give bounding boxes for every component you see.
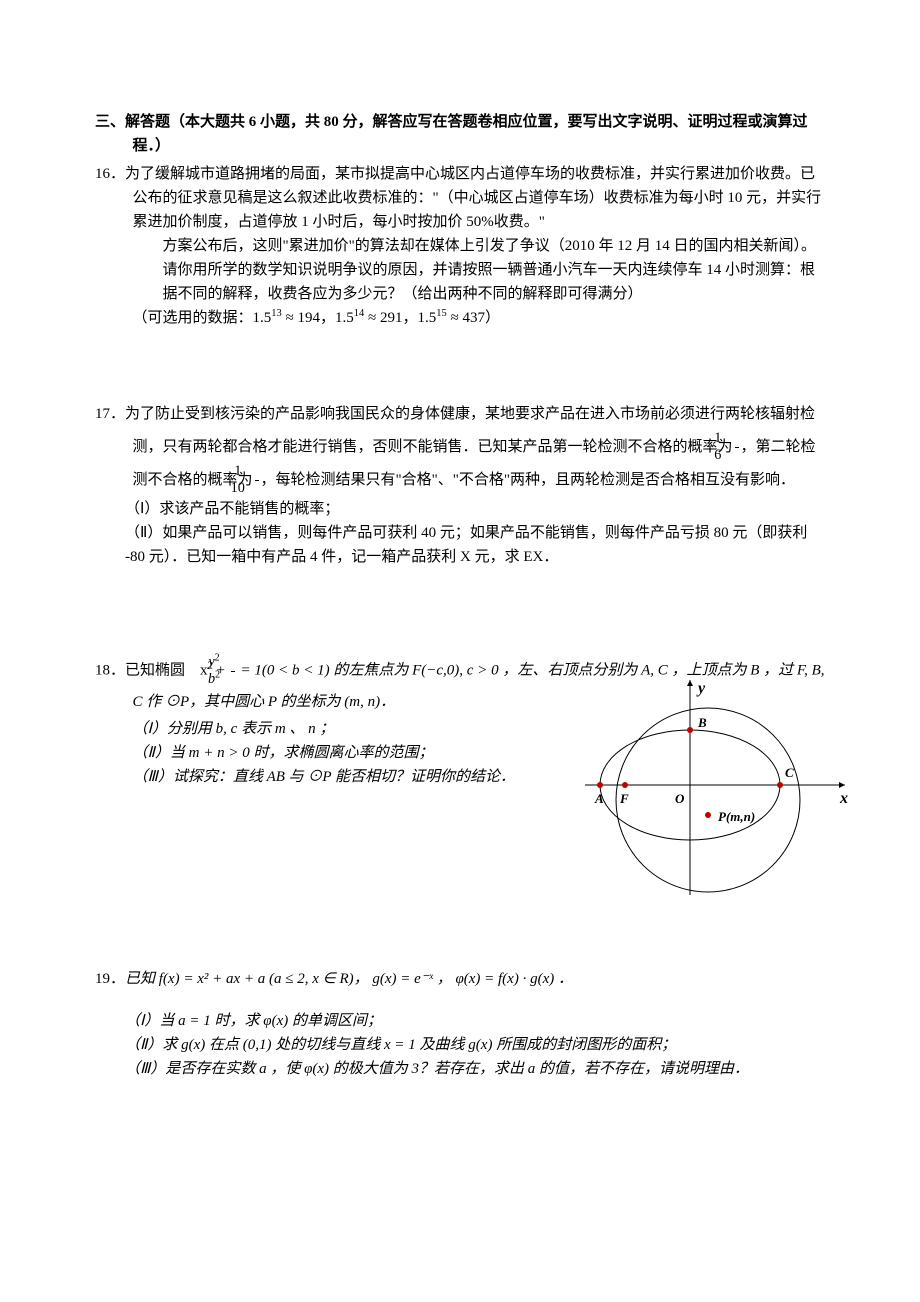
p18-frac: y2b2	[231, 655, 235, 687]
p17-frac1: 16	[735, 431, 739, 463]
p17-s2: （Ⅱ）如果产品可以销售，则每件产品可获利 40 元；如果产品不能销售，则每件产品…	[95, 521, 825, 569]
label-o: O	[675, 791, 685, 806]
label-a: A	[594, 791, 604, 806]
label-f: F	[619, 791, 629, 806]
p16-e14: 14	[354, 308, 365, 319]
p18-figure: A F O B C P(m,n) x y	[580, 675, 860, 913]
p18-fr-b: b	[208, 671, 215, 687]
p16-l2: 方案公布后，这则"累进加价"的算法却在媒体上引发了争议（2010 年 12 月 …	[95, 234, 825, 306]
problem-19: 19．已知 f(x) = x² + ax + a (a ≤ 2, x ∈ R)，…	[95, 967, 825, 1081]
p16-l1: 为了缓解城市道路拥堵的局面，某市拟提高中心城区内占道停车场的收费标准，并实行累进…	[125, 166, 821, 230]
p18-l1a: 已知椭圆 x	[125, 663, 208, 679]
point-b	[687, 727, 693, 733]
p17-l1a: 为了防止受到核污染的产品影响我国民众的身体健康，某地要求产品在进入市场前必须进行…	[125, 406, 815, 455]
problem-16-body: 16．为了缓解城市道路拥堵的局面，某市拟提高中心城区内占道停车场的收费标准，并实…	[95, 162, 825, 234]
p19-s1: （Ⅰ）当 a = 1 时，求 φ(x) 的单调区间；	[95, 1009, 825, 1033]
label-y: y	[696, 680, 706, 697]
point-a	[597, 782, 603, 788]
circle-p	[616, 708, 800, 892]
p19-s3: （Ⅲ）是否存在实数 a ，使 φ(x) 的极大值为 3？若存在，求出 a 的值，…	[95, 1057, 825, 1081]
p17-l1c: ，每轮检测结果只有"合格"、"不合格"两种，且两轮检测是否合格相互没有影响．	[261, 472, 796, 488]
label-b: B	[697, 715, 707, 730]
problem-18: A F O B C P(m,n) x y 18．已知椭圆 x2 + y2b2 =…	[95, 655, 825, 789]
point-c	[777, 782, 783, 788]
p17-frac2: 110	[255, 464, 259, 496]
p18-num: 18．	[95, 663, 125, 679]
p16-num: 16．	[95, 166, 125, 182]
p16-l3b: ≈ 194，1.5	[282, 310, 354, 326]
p16-l3d: ≈ 437）	[447, 310, 500, 326]
p17-num: 17．	[95, 406, 125, 422]
p16-e13: 13	[271, 308, 282, 319]
p19-l1: 已知 f(x) = x² + ax + a (a ≤ 2, x ∈ R)， g(…	[125, 971, 573, 987]
p18-fr-ysup: 2	[215, 652, 220, 663]
label-p: P(m,n)	[718, 809, 755, 824]
section-title: 三、解答题（本大题共 6 小题，共 80 分，解答应写在答题卷相应位置，要写出文…	[95, 110, 825, 158]
problem-19-body: 19．已知 f(x) = x² + ax + a (a ≤ 2, x ∈ R)，…	[95, 967, 825, 991]
p16-e15: 15	[436, 308, 447, 319]
label-x: x	[839, 790, 848, 807]
p18-fr-num: y2	[231, 655, 235, 671]
p16-l3c: ≈ 291，1.5	[364, 310, 436, 326]
p16-l3a: （可选用的数据：1.5	[133, 310, 272, 326]
label-c: C	[785, 765, 794, 780]
p19-s2: （Ⅱ）求 g(x) 在点 (0,1) 处的切线与直线 x = 1 及曲线 g(x…	[95, 1033, 825, 1057]
p17-f1d: 6	[735, 447, 739, 464]
p17-f1n: 1	[735, 431, 739, 447]
point-f	[622, 782, 628, 788]
problem-17: 17．为了防止受到核污染的产品影响我国民众的身体健康，某地要求产品在进入市场前必…	[95, 398, 825, 569]
p17-f2n: 1	[255, 464, 259, 480]
p18-fr-den: b2	[231, 671, 235, 688]
problem-16: 16．为了缓解城市道路拥堵的局面，某市拟提高中心城区内占道停车场的收费标准，并实…	[95, 162, 825, 330]
point-p	[705, 812, 711, 818]
p17-s1: （Ⅰ）求该产品不能销售的概率；	[95, 497, 825, 521]
problem-17-body: 17．为了防止受到核污染的产品影响我国民众的身体健康，某地要求产品在进入市场前必…	[95, 398, 825, 497]
p18-fr-bsup: 2	[215, 669, 220, 680]
p19-num: 19．	[95, 971, 125, 987]
p16-l3: （可选用的数据：1.513 ≈ 194，1.514 ≈ 291，1.515 ≈ …	[95, 306, 825, 330]
p17-f2d: 10	[255, 480, 259, 497]
